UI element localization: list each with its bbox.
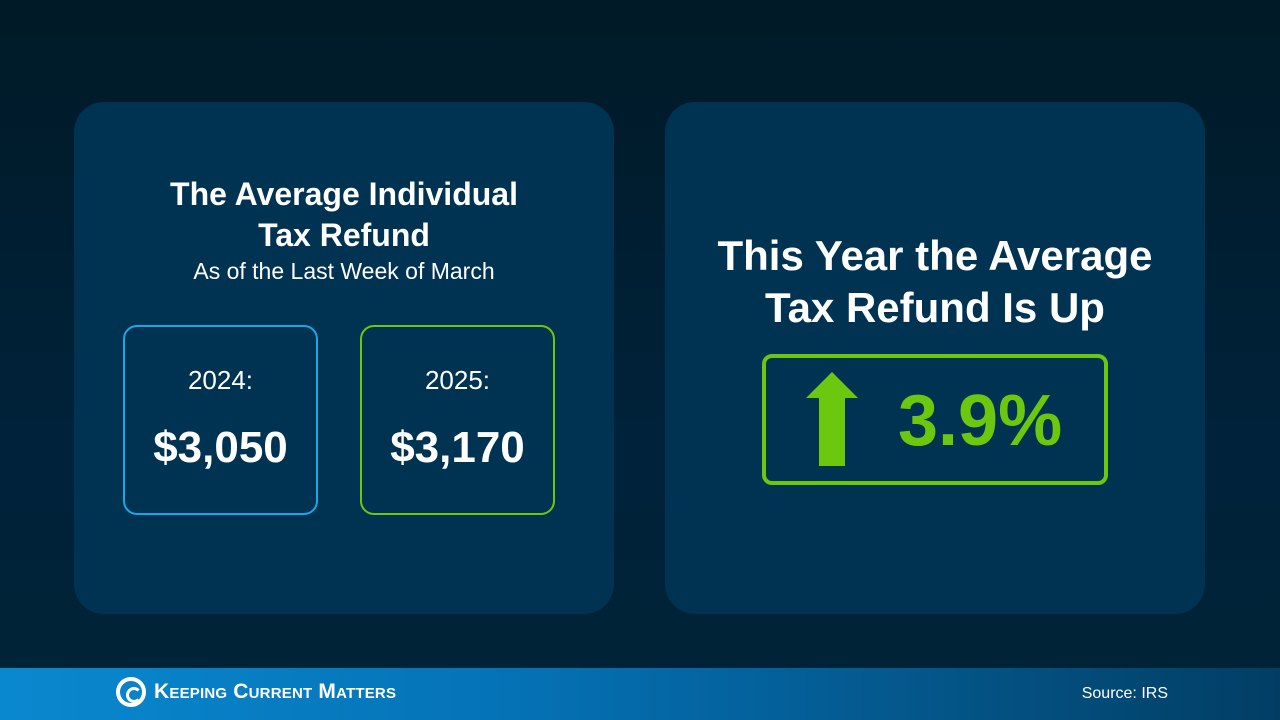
card-subtitle: As of the Last Week of March [193, 258, 495, 284]
title-line: This Year the Average [717, 232, 1153, 279]
title-line: Tax Refund [258, 217, 430, 253]
source-text: Source: IRS [1081, 685, 1168, 702]
year-box-2025: 2025: $3,170 [360, 325, 555, 515]
card-title: This Year the Average Tax Refund Is Up [665, 230, 1205, 334]
up-arrow-icon [806, 372, 858, 466]
year-label: 2024: [187, 365, 254, 395]
percent-change-box: 3.9% [762, 354, 1108, 485]
logo: Keeping Current Matters [116, 677, 396, 707]
year-box-2024: 2024: $3,050 [123, 325, 318, 515]
year-value: $3,170 [390, 423, 525, 472]
average-refund-card: The Average Individual Tax Refund As of … [74, 102, 614, 614]
footer: Keeping Current Matters Source: IRS [0, 668, 1280, 720]
title-line: The Average Individual [170, 176, 518, 212]
logo-swirl-icon [116, 677, 146, 707]
title-line: Tax Refund Is Up [765, 284, 1105, 331]
year-label: 2025: [424, 365, 491, 395]
logo-text: Keeping Current Matters [154, 680, 397, 703]
percent-change-value: 3.9% [898, 381, 1063, 461]
refund-change-card: This Year the Average Tax Refund Is Up 3… [665, 102, 1205, 614]
year-value: $3,050 [153, 423, 288, 472]
card-title: The Average Individual Tax Refund [74, 174, 614, 256]
